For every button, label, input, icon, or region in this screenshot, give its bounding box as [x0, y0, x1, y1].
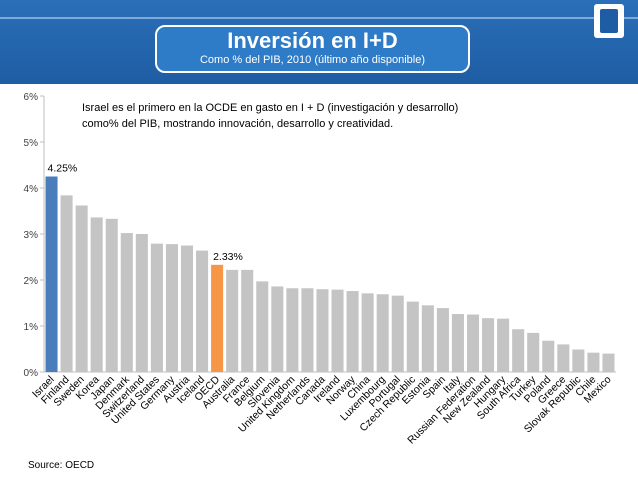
title-box: Inversión en I+D Como % del PIB, 2010 (ú… [155, 25, 470, 73]
bar-czech-republic [406, 301, 419, 372]
bar-ireland [331, 289, 344, 372]
bar-japan [105, 218, 118, 372]
bar-france [241, 269, 254, 372]
data-label: 4.25% [48, 163, 78, 175]
bar-greece [557, 344, 570, 372]
bar-israel [45, 176, 58, 372]
bar-chart: 0%1%2%3%4%5%6% IsraelFinlandSwedenKoreaJ… [24, 92, 616, 447]
y-tick-label: 3% [24, 230, 39, 241]
data-label: 2.33% [213, 251, 243, 263]
bar-finland [60, 195, 73, 372]
bar-united-states [150, 243, 163, 372]
y-tick-label: 5% [24, 138, 39, 149]
bar-italy [451, 314, 464, 372]
y-tick-label: 4% [24, 184, 39, 195]
bar-hungary [497, 318, 510, 372]
bar-denmark [120, 233, 133, 372]
header-banner: Inversión en I+D Como % del PIB, 2010 (ú… [0, 0, 638, 84]
bar-korea [90, 217, 103, 372]
bar-iceland [196, 250, 209, 372]
y-tick-label: 1% [24, 322, 39, 333]
bar-mexico [602, 353, 615, 372]
annotation-line-2: como% del PIB, mostrando innovación, des… [82, 118, 393, 130]
bar-netherlands [301, 288, 314, 372]
y-tick-label: 6% [24, 92, 39, 103]
bar-united-kingdom [286, 288, 299, 372]
annotation-line-1: Israel es el primero en la OCDE en gasto… [82, 102, 458, 114]
bar-slovak-republic [572, 349, 585, 372]
bar-germany [165, 244, 178, 372]
bar-china [361, 293, 374, 372]
bar-canada [316, 289, 329, 372]
y-tick-label: 2% [24, 276, 39, 287]
bar-oecd [211, 264, 224, 372]
banner-divider [0, 17, 638, 19]
bar-spain [436, 308, 449, 372]
y-tick-label: 0% [24, 368, 39, 379]
bar-austria [180, 245, 194, 372]
bar-sweden [75, 205, 88, 372]
bar-belgium [256, 281, 269, 372]
bar-estonia [421, 305, 434, 372]
bar-south-africa [512, 329, 525, 372]
bar-luxembourg [376, 294, 389, 372]
chart-area: 0% 1% 2% 3% 4% 5% 6% Israel Finland Sweden Korea J… [0, 84, 638, 479]
bar-russian-federation [466, 314, 480, 372]
bar-australia [226, 269, 239, 372]
bar-slovenia [271, 286, 284, 372]
source-note: Source: OECD [28, 460, 95, 471]
bar-norway [346, 291, 359, 372]
page-subtitle: Como % del PIB, 2010 (último año disponi… [199, 54, 425, 66]
bar-chile [587, 352, 600, 372]
bar-poland [542, 340, 555, 372]
bar-new-zealand [482, 318, 495, 372]
bar-turkey [527, 332, 540, 372]
bar-portugal [391, 295, 404, 372]
bar-switzerland [135, 234, 148, 372]
page-title: Inversión en I+D [227, 28, 398, 53]
emblem-icon [594, 4, 624, 38]
